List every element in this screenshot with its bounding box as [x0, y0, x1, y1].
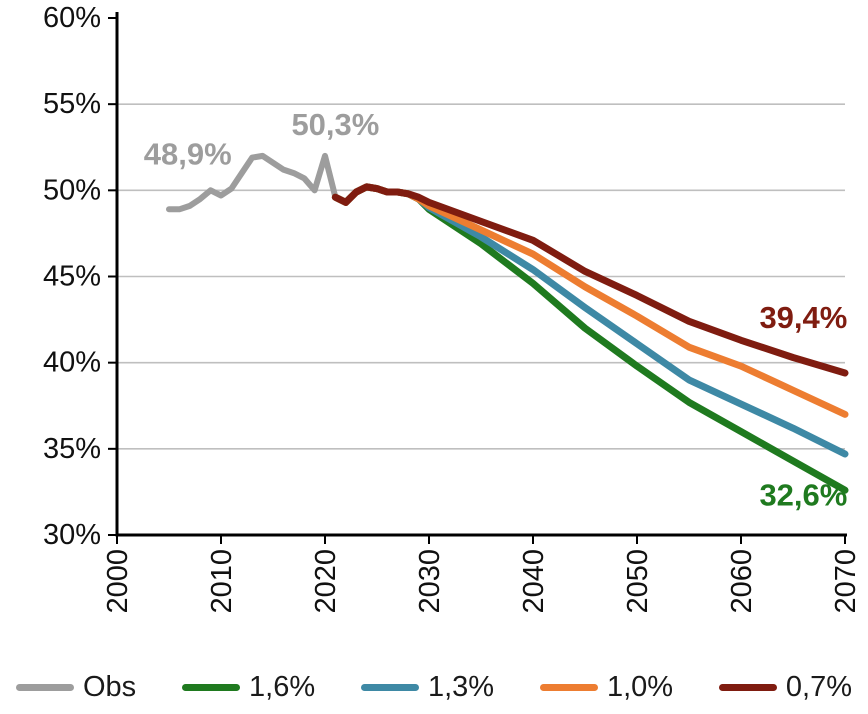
- data-label: 48,9%: [144, 136, 232, 171]
- y-axis-label: 50%: [43, 174, 101, 206]
- y-axis-label: 35%: [43, 433, 101, 465]
- x-axis-label: 2060: [726, 549, 758, 614]
- data-label: 39,4%: [759, 300, 847, 335]
- chart-legend: Obs 1,6% 1,3% 1,0% 0,7%: [0, 660, 868, 714]
- data-label: 50,3%: [291, 107, 379, 142]
- legend-swatch-scenario-1-3: [360, 683, 419, 691]
- legend-item-scenario-1-6: 1,6%: [182, 670, 316, 703]
- legend-swatch-scenario-1-6: [182, 683, 241, 691]
- x-axis-label: 2010: [206, 549, 238, 614]
- legend-label-scenario-0-7: 0,7%: [785, 670, 852, 703]
- x-axis-label: 2050: [622, 549, 654, 614]
- x-axis-label: 2000: [102, 549, 134, 614]
- legend-label-obs: Obs: [83, 670, 137, 703]
- legend-swatch-scenario-1-0: [539, 683, 598, 691]
- series-line-0: [166, 152, 339, 213]
- legend-item-obs: Obs: [16, 670, 137, 703]
- legend-label-scenario-1-0: 1,0%: [606, 670, 674, 703]
- legend-swatch-obs: [16, 683, 74, 691]
- x-axis-label: 2070: [830, 549, 862, 614]
- y-axis-label: 30%: [43, 519, 101, 551]
- line-chart: 30% 35% 40% 45% 50% 55% 60% 2000 2010 2020 2030 204…: [43, 2, 862, 614]
- legend-item-scenario-1-0: 1,0%: [539, 670, 674, 703]
- x-axis-label: 2040: [518, 549, 550, 614]
- y-axis-label: 40%: [43, 347, 101, 379]
- legend-label-scenario-1-3: 1,3%: [427, 670, 495, 703]
- x-axis-label: 2030: [414, 549, 446, 614]
- y-axis-label: 60%: [43, 2, 101, 34]
- data-label: 32,6%: [759, 478, 847, 513]
- y-axis-label: 55%: [43, 88, 101, 120]
- y-axis-label: 45%: [43, 261, 101, 293]
- legend-item-scenario-0-7: 0,7%: [718, 670, 852, 703]
- legend-item-scenario-1-3: 1,3%: [360, 670, 495, 703]
- legend-label-scenario-1-6: 1,6%: [249, 670, 316, 703]
- legend-swatch-scenario-0-7: [718, 683, 777, 691]
- series-line-4: [331, 183, 849, 377]
- x-axis-label: 2020: [310, 549, 342, 614]
- series-line-1: [331, 183, 849, 494]
